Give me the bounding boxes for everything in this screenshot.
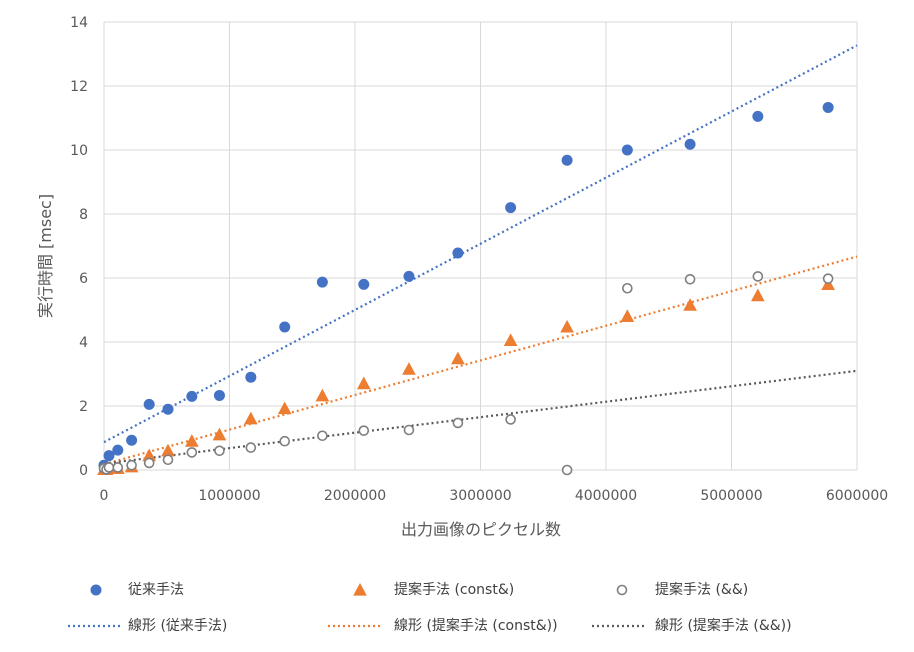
x-tick-label: 0: [100, 488, 109, 504]
point-series1: [245, 371, 257, 383]
y-tick-label: 2: [79, 399, 88, 415]
point-series3: [112, 462, 124, 473]
point-series2: [821, 277, 835, 290]
point-series3: [143, 457, 155, 469]
point-series1: [103, 450, 115, 462]
point-series2: [185, 434, 199, 447]
trendline-3: [103, 369, 858, 465]
y-tick-label: 14: [70, 15, 88, 31]
point-series3: [103, 462, 115, 473]
legend-label-trend3: 線形 (提案手法 (&&)): [655, 617, 792, 634]
point-series2: [356, 376, 371, 390]
point-series3: [214, 445, 225, 457]
point-series2: [212, 427, 227, 441]
legend-label-series3: 提案手法 (&&): [655, 581, 748, 598]
point-series2: [315, 388, 330, 402]
point-series3: [186, 447, 198, 458]
point-series2: [751, 288, 765, 302]
point-series3: [822, 273, 834, 284]
point-series3: [561, 464, 573, 476]
point-series1: [279, 321, 291, 333]
point-series3: [358, 425, 370, 436]
point-series1: [752, 110, 764, 122]
point-series3: [452, 417, 464, 429]
point-series1: [316, 276, 328, 288]
legend-label-series2: 提案手法 (const&): [394, 581, 514, 598]
point-series3: [162, 454, 174, 466]
y-tick-label: 8: [79, 207, 88, 223]
point-series1: [213, 389, 225, 401]
point-series1: [452, 247, 464, 259]
point-series1: [143, 398, 155, 410]
x-tick-label: 6000000: [826, 488, 888, 504]
legend-marker-series1: [90, 584, 102, 596]
point-series2: [277, 401, 292, 415]
gridlines: [103, 21, 858, 471]
tick-labels: 0 2 4 6 8 10 12 14 0 1000000 2000000 3000000 4000000…: [70, 15, 888, 504]
x-tick-label: 2000000: [324, 488, 386, 504]
legend-marker-series3: [616, 584, 628, 596]
y-tick-label: 6: [79, 271, 88, 287]
legend-label-trend1: 線形 (従来手法): [128, 618, 227, 634]
point-series2: [451, 351, 465, 365]
legend: 従来手法 提案手法 (const&) 提案手法 (&&) 線形 (従来手法) 線…: [68, 581, 792, 634]
point-series3: [505, 414, 516, 425]
point-series2: [683, 298, 697, 311]
y-tick-label: 10: [70, 143, 88, 159]
y-axis-title: 実行時間 [msec]: [36, 194, 55, 318]
x-tick-label: 5000000: [700, 488, 762, 504]
point-series1: [358, 278, 370, 290]
point-series1: [162, 403, 174, 415]
y-tick-label: 0: [79, 463, 88, 479]
point-series3: [317, 430, 328, 442]
point-series1: [112, 444, 124, 456]
trendline-1: [103, 44, 858, 444]
point-series3: [245, 442, 257, 453]
x-tick-label: 1000000: [198, 488, 260, 504]
point-series2: [402, 362, 416, 375]
point-series1: [403, 270, 415, 282]
x-axis-title: 出力画像のピクセル数: [401, 520, 561, 539]
legend-label-series1: 従来手法: [128, 582, 184, 598]
point-series3: [279, 435, 291, 447]
x-tick-label: 3000000: [449, 488, 511, 504]
point-series1: [822, 101, 834, 113]
point-series1: [126, 434, 138, 446]
point-series1: [561, 154, 573, 166]
point-series2: [243, 411, 258, 425]
point-series3: [622, 282, 633, 294]
point-series2: [620, 309, 635, 322]
point-series3: [403, 424, 415, 436]
trendlines: [103, 44, 858, 466]
y-tick-label: 4: [79, 335, 88, 351]
point-series1: [505, 202, 517, 214]
y-tick-label: 12: [70, 79, 88, 95]
point-series1: [684, 138, 696, 150]
point-series3: [752, 271, 764, 282]
point-series2: [560, 319, 574, 333]
legend-label-trend2: 線形 (提案手法 (const&)): [394, 617, 558, 634]
point-series1: [186, 390, 198, 402]
point-series3: [126, 459, 137, 471]
x-tick-label: 4000000: [575, 488, 637, 504]
legend-marker-series2: [353, 582, 367, 596]
point-series2: [503, 333, 518, 346]
data-points: [97, 101, 835, 476]
point-series1: [621, 144, 633, 156]
point-series3: [684, 273, 696, 285]
trendline-2: [103, 255, 858, 466]
